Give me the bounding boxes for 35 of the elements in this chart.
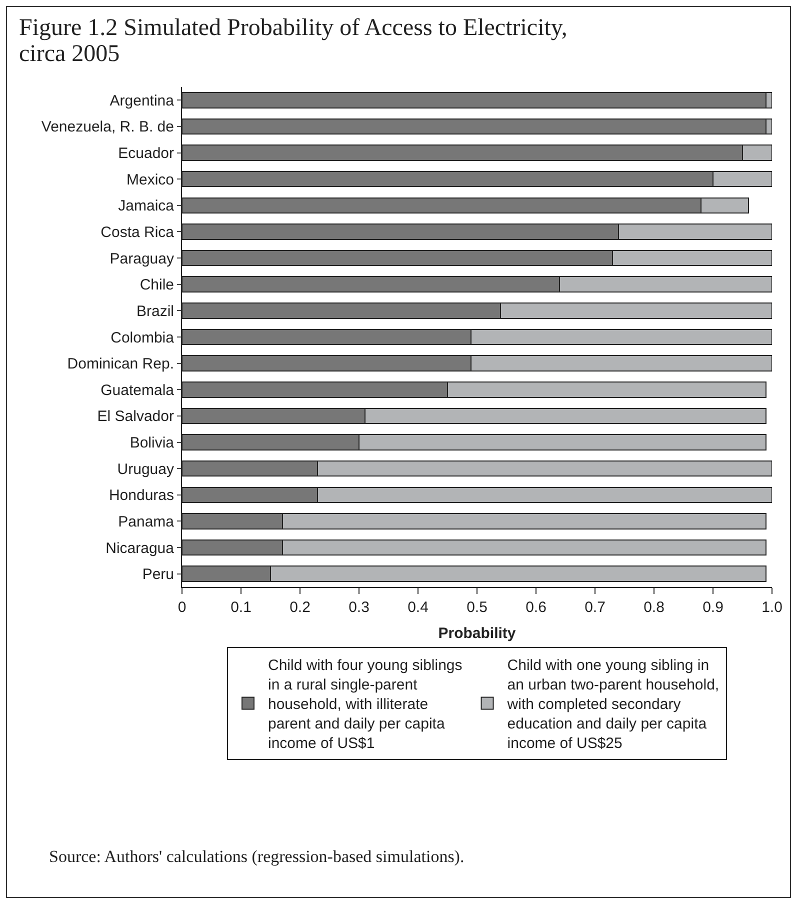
y-tick-label: Peru <box>142 566 174 584</box>
y-tick-label: Paraguay <box>110 250 174 268</box>
y-tick-label: Jamaica <box>118 198 175 215</box>
y-tick-label: Brazil <box>136 302 174 320</box>
x-tick-label: 0.2 <box>290 599 310 616</box>
x-tick-label: 0.7 <box>584 599 606 616</box>
x-tick-label: 0.5 <box>466 599 488 616</box>
source-note: Source: Authors' calculations (regression-based simulations). <box>49 847 464 867</box>
y-tick-label: Nicaragua <box>106 540 175 557</box>
y-tick-label: Uruguay <box>117 460 174 478</box>
y-tick-label: Bolivia <box>130 434 175 452</box>
y-tick-label: Dominican Rep. <box>67 356 174 373</box>
y-tick-label: Chile <box>140 276 174 294</box>
x-tick-label: 0.4 <box>408 599 428 616</box>
x-axis-title: Probability <box>438 625 516 642</box>
y-tick-label: Guatemala <box>100 382 175 399</box>
x-tick-label: 0.3 <box>348 599 370 616</box>
y-tick-label: Panama <box>118 513 175 530</box>
x-tick-label: 0 <box>178 599 186 616</box>
y-tick-label: Colombia <box>110 329 175 346</box>
y-tick-label: Venezuela, R. B. de <box>41 118 174 136</box>
x-tick-label: 0.1 <box>230 599 252 616</box>
x-tick-label: 1.0 <box>762 599 782 616</box>
x-tick-label: 0.9 <box>702 599 724 616</box>
y-tick-label: Argentina <box>110 92 175 110</box>
legend-label: Child with one young sibling in an urban two-parent household, with completed secondary education and daily per capita income of US$25 <box>506 657 720 752</box>
y-tick-label: Ecuador <box>118 145 174 162</box>
y-tick-label: Mexico <box>126 171 174 188</box>
x-tick-label: 0.6 <box>526 599 546 616</box>
chart-title: Figure 1.2 Simulated Probability of Access to Electricity, circa 2005 <box>19 15 568 67</box>
y-tick-label: El Salvador <box>97 408 174 426</box>
legend-label: Child with four young siblings in a rural single-parent household, with illiterate parent and daily per capita income of US$1 <box>268 657 462 752</box>
x-tick-label: 0.8 <box>644 599 664 616</box>
y-tick-label: Honduras <box>108 487 174 504</box>
y-tick-label: Costa Rica <box>100 224 175 241</box>
